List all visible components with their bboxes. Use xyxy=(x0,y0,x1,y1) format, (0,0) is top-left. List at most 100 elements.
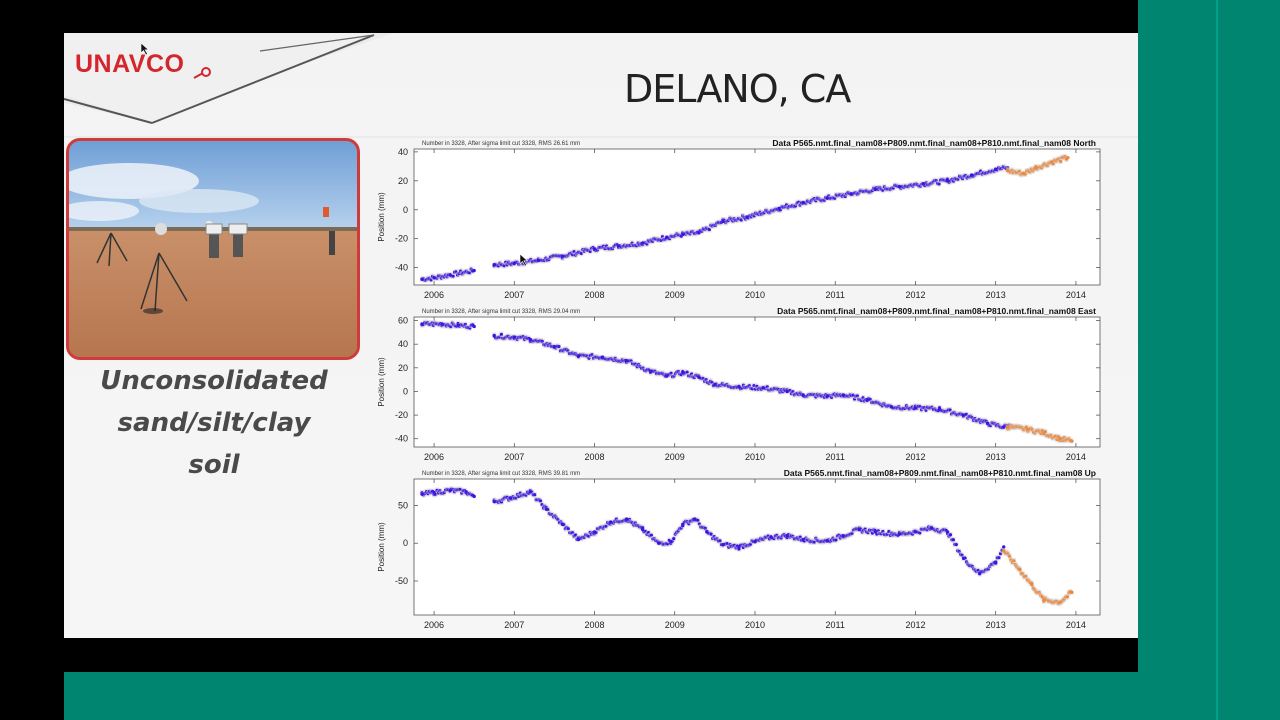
x-tick-label: 2010 xyxy=(745,620,765,630)
data-point xyxy=(825,196,829,200)
data-point xyxy=(849,192,853,196)
y-axis-label: Position (mm) xyxy=(377,357,386,407)
data-point xyxy=(841,533,845,538)
data-point xyxy=(616,244,621,248)
data-point xyxy=(737,385,741,389)
chart-subtitle: Number in 3328, After sigma limit cut 33… xyxy=(422,141,580,147)
data-point xyxy=(536,258,541,263)
data-point xyxy=(937,407,942,411)
data-point xyxy=(945,530,950,534)
data-point xyxy=(707,227,711,232)
data-point xyxy=(608,520,613,524)
y-tick-label: -20 xyxy=(395,410,408,420)
x-tick-label: 2007 xyxy=(504,290,524,300)
data-point xyxy=(648,369,653,374)
data-point xyxy=(685,370,689,374)
data-series-1 xyxy=(1005,153,1070,178)
north-chart: Number in 3328, After sigma limit cut 33… xyxy=(370,135,1110,307)
data-point xyxy=(560,254,565,258)
data-series-1 xyxy=(1001,548,1074,607)
data-point xyxy=(705,530,709,534)
data-point xyxy=(945,179,950,183)
data-point xyxy=(761,386,765,390)
data-point xyxy=(576,354,581,358)
mouse-cursor-icon xyxy=(519,253,529,267)
data-point xyxy=(557,344,561,349)
data-point xyxy=(512,261,516,265)
north-chart-svg: Number in 3328, After sigma limit cut 33… xyxy=(377,138,1101,300)
data-point xyxy=(472,494,476,499)
data-point xyxy=(825,394,829,398)
data-point xyxy=(1006,425,1010,429)
data-point xyxy=(785,389,789,394)
data-point xyxy=(1002,549,1006,553)
data-series-1 xyxy=(1005,423,1074,444)
data-point xyxy=(492,499,496,504)
data-point xyxy=(951,538,955,542)
y-tick-label: -20 xyxy=(395,234,408,244)
x-tick-label: 2014 xyxy=(1066,620,1086,630)
x-tick-label: 2007 xyxy=(504,620,524,630)
caption-line-1: Unconsolidated xyxy=(100,366,328,396)
data-point xyxy=(737,545,741,549)
data-point xyxy=(697,375,701,379)
y-tick-label: 60 xyxy=(398,316,408,326)
data-point xyxy=(745,215,749,219)
data-point xyxy=(528,337,533,342)
east-chart: Number in 3328, After sigma limit cut 33… xyxy=(370,303,1110,469)
site-photo xyxy=(66,138,360,360)
data-point xyxy=(873,187,878,192)
data-point xyxy=(801,393,805,397)
data-point xyxy=(672,536,676,541)
data-point xyxy=(713,382,717,387)
data-point xyxy=(448,273,452,277)
x-tick-label: 2008 xyxy=(585,452,605,462)
data-point xyxy=(948,408,952,412)
x-tick-label: 2014 xyxy=(1066,452,1086,462)
data-point xyxy=(997,555,1001,560)
data-point xyxy=(753,540,757,544)
data-point xyxy=(600,355,605,359)
data-point xyxy=(657,541,661,545)
data-point xyxy=(420,277,424,281)
plot-area xyxy=(413,478,1101,616)
x-tick-label: 2012 xyxy=(905,620,925,630)
y-tick-label: 20 xyxy=(398,363,408,373)
data-point xyxy=(624,359,629,363)
data-point xyxy=(681,522,685,527)
caption-line-3: soil xyxy=(188,450,240,480)
data-point xyxy=(721,219,725,224)
data-point xyxy=(1066,155,1070,160)
data-point xyxy=(420,322,424,326)
data-point xyxy=(624,517,629,521)
data-point xyxy=(721,543,725,547)
y-tick-label: 0 xyxy=(403,538,408,548)
bottom-teal-panel xyxy=(64,672,1138,720)
x-tick-label: 2013 xyxy=(986,452,1006,462)
header-line-left xyxy=(64,98,153,124)
y-tick-label: -40 xyxy=(395,263,408,273)
right-teal-panel xyxy=(1138,0,1280,720)
chart-title: Data P565.nmt.final_nam08+P809.nmt.final… xyxy=(772,138,1096,148)
soil-caption: Unconsolidated sand/silt/clay soil xyxy=(64,360,364,486)
data-point xyxy=(961,556,966,561)
data-point xyxy=(512,335,516,339)
data-point xyxy=(432,490,436,495)
data-point xyxy=(576,537,581,542)
data-point xyxy=(1042,598,1046,602)
data-point xyxy=(913,530,918,534)
x-tick-label: 2006 xyxy=(424,452,444,462)
logo-text: UNAVCO xyxy=(75,50,185,78)
data-point xyxy=(948,533,953,537)
data-point xyxy=(1058,600,1062,604)
mouse-cursor-icon-2 xyxy=(140,42,150,56)
data-point xyxy=(954,542,958,547)
up-chart-svg: Number in 3328, After sigma limit cut 33… xyxy=(377,468,1101,630)
data-point xyxy=(1070,590,1074,595)
data-point xyxy=(592,247,597,251)
data-point xyxy=(528,490,533,494)
data-point xyxy=(913,406,918,410)
header-band xyxy=(64,33,1138,138)
data-point xyxy=(993,560,998,564)
data-point xyxy=(499,332,503,336)
